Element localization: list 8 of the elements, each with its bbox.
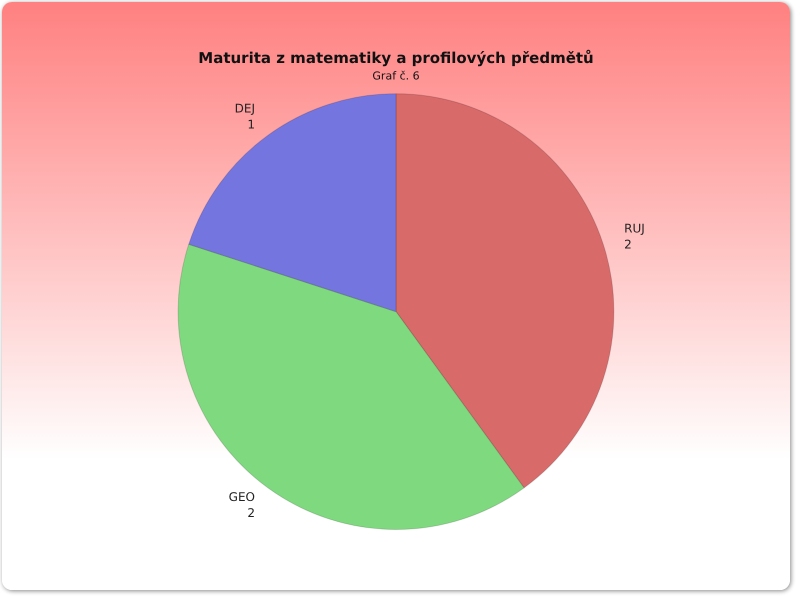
slice-label: GEO (228, 490, 255, 504)
slice-label: RUJ (624, 222, 645, 236)
chart-subtitle: Graf č. 6 (372, 69, 420, 82)
data-label: 1 (247, 118, 255, 132)
chart-title: Maturita z matematiky a profilových předmětů (198, 48, 594, 67)
data-label: 2 (247, 506, 255, 520)
data-label: 2 (624, 238, 632, 252)
slice-label: DEJ (234, 102, 255, 116)
